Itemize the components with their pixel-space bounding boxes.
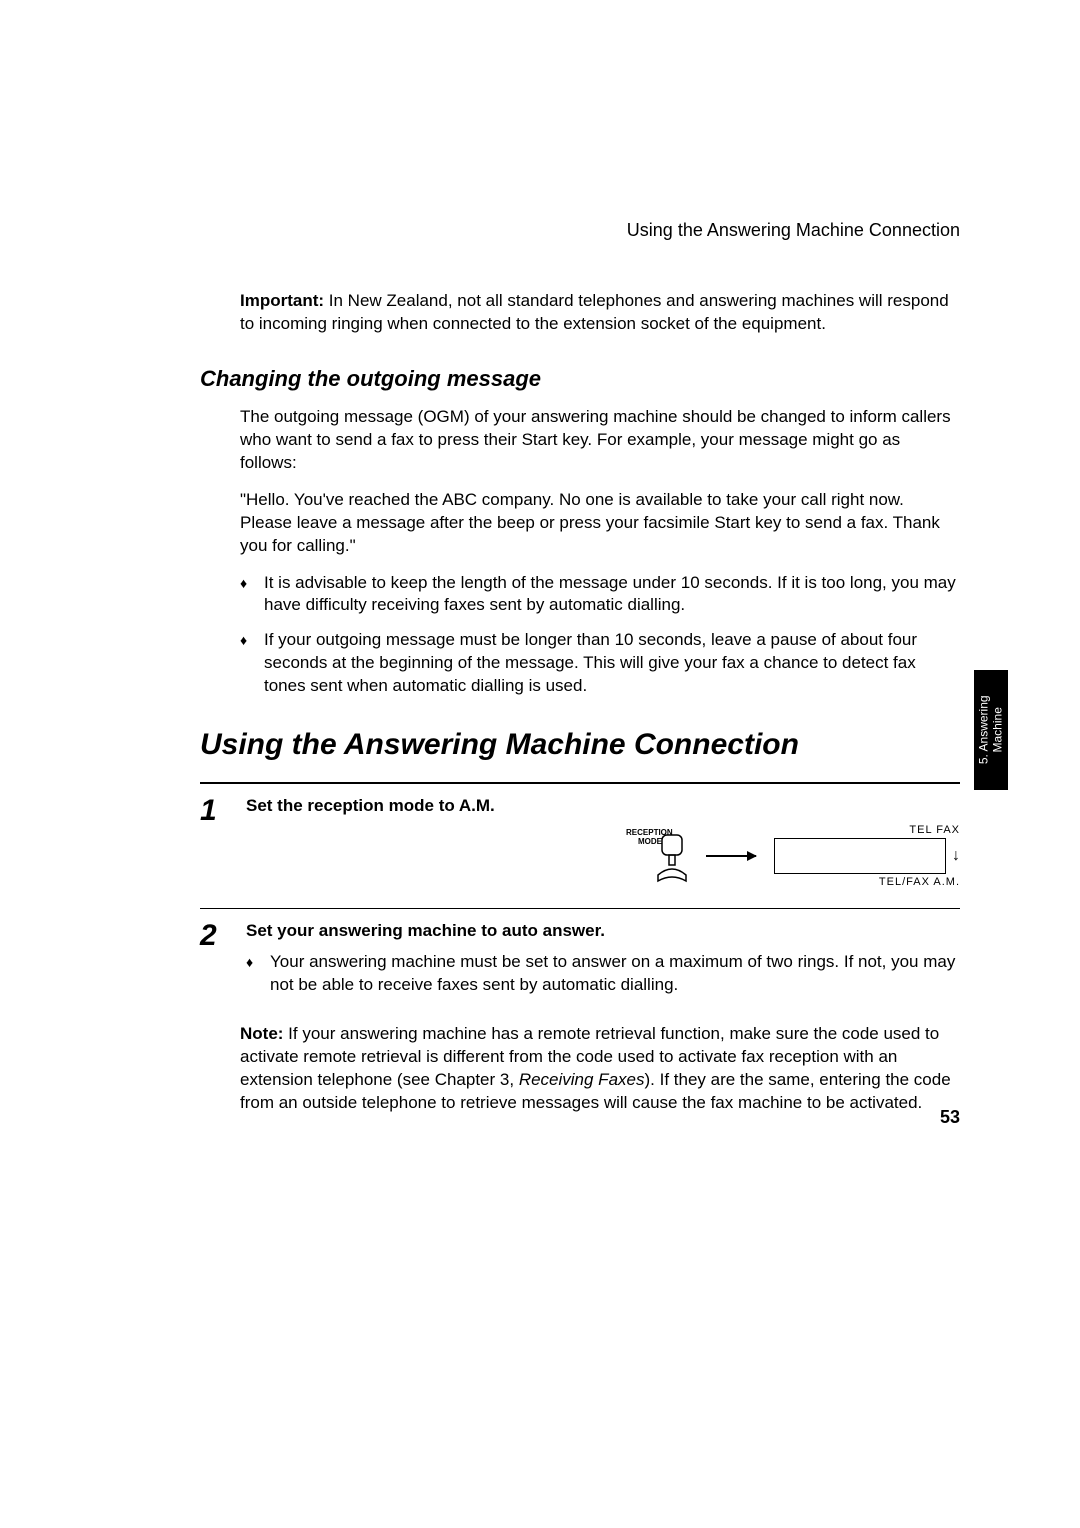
changing-para1: The outgoing message (OGM) of your answe… <box>200 406 960 475</box>
arrow-right-icon <box>706 855 756 857</box>
changing-bullets: It is advisable to keep the length of th… <box>200 572 960 699</box>
step-2-number: 2 <box>200 921 230 951</box>
changing-bullet-1: It is advisable to keep the length of th… <box>240 572 960 618</box>
step-1-title: Set the reception mode to A.M. <box>246 796 960 816</box>
step-1: 1 Set the reception mode to A.M. RECEPTI… <box>200 782 960 888</box>
step-1-content: Set the reception mode to A.M. RECEPTION… <box>246 796 960 888</box>
note-block: Note: If your answering machine has a re… <box>200 1023 960 1115</box>
display-top-label: TEL FAX <box>909 824 960 836</box>
reception-mode-key-icon: RECEPTION MODE <box>598 825 688 887</box>
page-number: 53 <box>940 1107 960 1128</box>
step-1-number: 1 <box>200 796 230 826</box>
changing-bullet-2: If your outgoing message must be longer … <box>240 629 960 698</box>
tab-line2: Machine <box>990 707 1004 752</box>
tab-line1: 5. Answering <box>976 696 990 765</box>
key-label-bottom: MODE <box>638 837 663 846</box>
important-block: Important: In New Zealand, not all stand… <box>200 290 960 336</box>
step-2-title: Set your answering machine to auto answe… <box>246 921 606 941</box>
display-stack: TEL FAX ↓ TEL/FAX A.M. <box>774 824 960 888</box>
changing-para2: "Hello. You've reached the ABC company. … <box>200 489 960 558</box>
step-1-figure: RECEPTION MODE TEL FAX ↓ TEL/ <box>246 824 960 888</box>
chapter-tab: 5. Answering Machine <box>974 670 1008 790</box>
important-label: Important: <box>240 291 324 310</box>
running-header: Using the Answering Machine Connection <box>0 220 960 241</box>
note-italic: Receiving Faxes <box>519 1070 645 1089</box>
section-heading-changing: Changing the outgoing message <box>200 366 960 392</box>
step-2-content: Set your answering machine to auto answe… <box>246 921 960 997</box>
step-2: 2 Set your answering machine to auto ans… <box>200 908 960 997</box>
step-2-bullets: Your answering machine must be set to an… <box>246 951 960 997</box>
arrow-down-icon: ↓ <box>952 848 960 864</box>
step-2-bullet-1: Your answering machine must be set to an… <box>246 951 960 997</box>
important-text: In New Zealand, not all standard telepho… <box>240 291 949 333</box>
page: Using the Answering Machine Connection I… <box>0 0 1080 1528</box>
lcd-display <box>774 838 946 874</box>
display-bottom-label: TEL/FAX A.M. <box>879 876 960 888</box>
main-heading: Using the Answering Machine Connection <box>200 728 960 762</box>
note-label: Note: <box>240 1024 283 1043</box>
